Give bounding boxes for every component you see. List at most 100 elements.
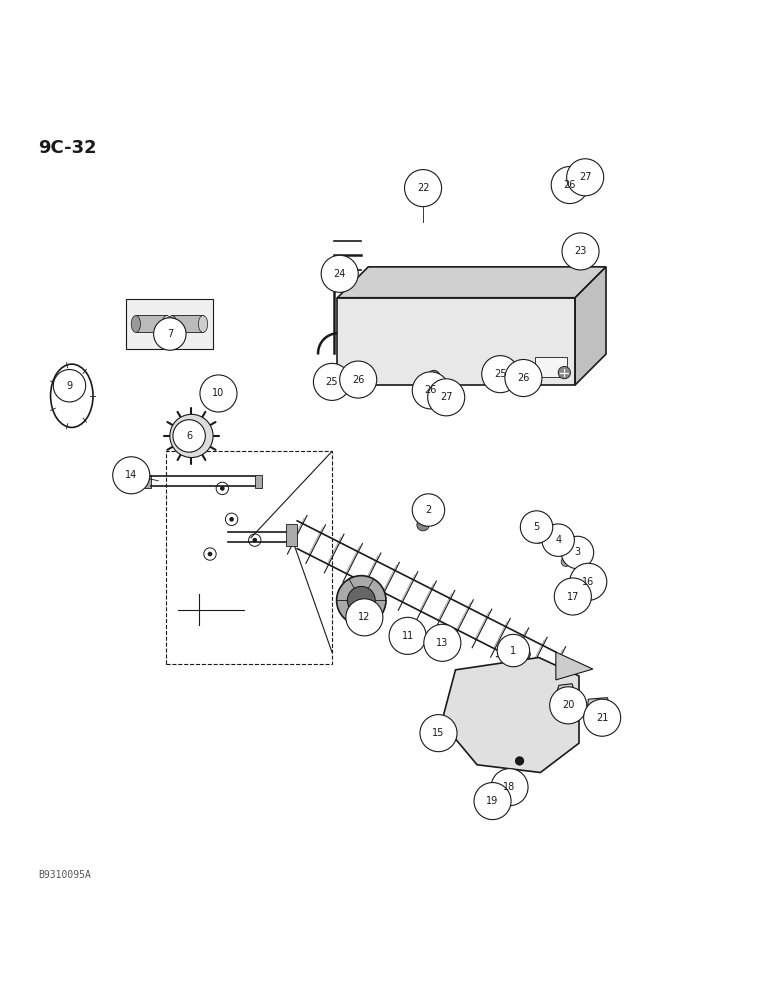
Text: 16: 16 <box>582 577 594 587</box>
Circle shape <box>520 649 530 660</box>
Circle shape <box>520 511 553 543</box>
Text: 9: 9 <box>66 381 73 391</box>
Bar <box>535 357 567 377</box>
Text: 7: 7 <box>167 329 173 339</box>
Text: 10: 10 <box>212 388 225 398</box>
Circle shape <box>347 586 375 614</box>
Circle shape <box>405 170 442 207</box>
Polygon shape <box>554 684 576 708</box>
Text: 5: 5 <box>533 522 540 532</box>
Circle shape <box>550 687 587 724</box>
Circle shape <box>505 359 542 397</box>
Text: 3: 3 <box>574 547 581 557</box>
Circle shape <box>561 536 594 569</box>
Text: 13: 13 <box>436 638 449 648</box>
Circle shape <box>154 318 186 350</box>
Circle shape <box>534 534 543 543</box>
Circle shape <box>417 519 429 531</box>
Circle shape <box>584 699 621 736</box>
Circle shape <box>551 166 588 204</box>
Circle shape <box>515 756 524 766</box>
Circle shape <box>574 587 581 595</box>
Text: 17: 17 <box>567 591 579 601</box>
Circle shape <box>567 159 604 196</box>
Ellipse shape <box>198 315 208 332</box>
Text: 19: 19 <box>486 796 499 806</box>
Polygon shape <box>337 267 606 298</box>
Text: 11: 11 <box>401 631 414 641</box>
Bar <box>286 524 297 546</box>
Circle shape <box>412 494 445 526</box>
Circle shape <box>337 576 386 625</box>
Bar <box>144 475 151 488</box>
Circle shape <box>220 486 225 491</box>
Circle shape <box>474 783 511 820</box>
Circle shape <box>428 370 440 383</box>
Text: 18: 18 <box>503 782 516 792</box>
Text: 26: 26 <box>425 385 437 395</box>
Circle shape <box>412 372 449 409</box>
Circle shape <box>558 366 571 379</box>
Circle shape <box>53 370 86 402</box>
Text: 2: 2 <box>425 505 432 515</box>
Circle shape <box>482 356 519 393</box>
Text: 25: 25 <box>326 377 338 387</box>
Circle shape <box>113 457 150 494</box>
Ellipse shape <box>131 315 141 332</box>
Circle shape <box>321 255 358 292</box>
Circle shape <box>346 366 358 379</box>
Circle shape <box>252 538 257 542</box>
Text: 4: 4 <box>555 535 561 545</box>
Text: 22: 22 <box>417 183 429 193</box>
Circle shape <box>424 624 461 661</box>
Circle shape <box>542 524 574 556</box>
Bar <box>166 451 332 664</box>
Circle shape <box>491 769 528 806</box>
Text: 24: 24 <box>334 269 346 279</box>
Text: 27: 27 <box>579 172 591 182</box>
Text: 15: 15 <box>432 728 445 738</box>
Text: 20: 20 <box>562 700 574 710</box>
Text: 27: 27 <box>440 392 452 402</box>
Circle shape <box>173 420 205 452</box>
Polygon shape <box>587 698 611 725</box>
Bar <box>255 475 262 488</box>
Circle shape <box>170 414 213 458</box>
Bar <box>337 298 575 385</box>
Circle shape <box>562 233 599 270</box>
Circle shape <box>346 599 383 636</box>
Text: 14: 14 <box>125 470 137 480</box>
Text: 6: 6 <box>186 431 192 441</box>
Circle shape <box>500 364 513 376</box>
Text: 21: 21 <box>596 713 608 723</box>
Ellipse shape <box>162 315 171 332</box>
Circle shape <box>229 517 234 522</box>
Bar <box>126 299 213 349</box>
Circle shape <box>563 595 571 603</box>
Polygon shape <box>442 657 579 773</box>
Text: 26: 26 <box>517 373 530 383</box>
Circle shape <box>389 617 426 654</box>
Circle shape <box>428 379 465 416</box>
Text: 26: 26 <box>564 180 576 190</box>
Text: 12: 12 <box>358 612 371 622</box>
Circle shape <box>420 715 457 752</box>
Circle shape <box>340 361 377 398</box>
Text: 1: 1 <box>510 646 516 656</box>
Circle shape <box>554 578 591 615</box>
Polygon shape <box>575 267 606 385</box>
Circle shape <box>181 425 202 447</box>
Circle shape <box>200 375 237 412</box>
Circle shape <box>567 181 578 192</box>
Circle shape <box>561 557 571 566</box>
Circle shape <box>570 563 607 600</box>
Text: 23: 23 <box>574 246 587 256</box>
Circle shape <box>497 634 530 667</box>
Circle shape <box>313 363 350 400</box>
Text: 26: 26 <box>352 375 364 385</box>
Ellipse shape <box>168 315 177 332</box>
Circle shape <box>548 546 557 555</box>
Bar <box>136 315 167 332</box>
Text: 9C-32: 9C-32 <box>39 139 97 157</box>
Text: B9310095A: B9310095A <box>39 870 91 880</box>
